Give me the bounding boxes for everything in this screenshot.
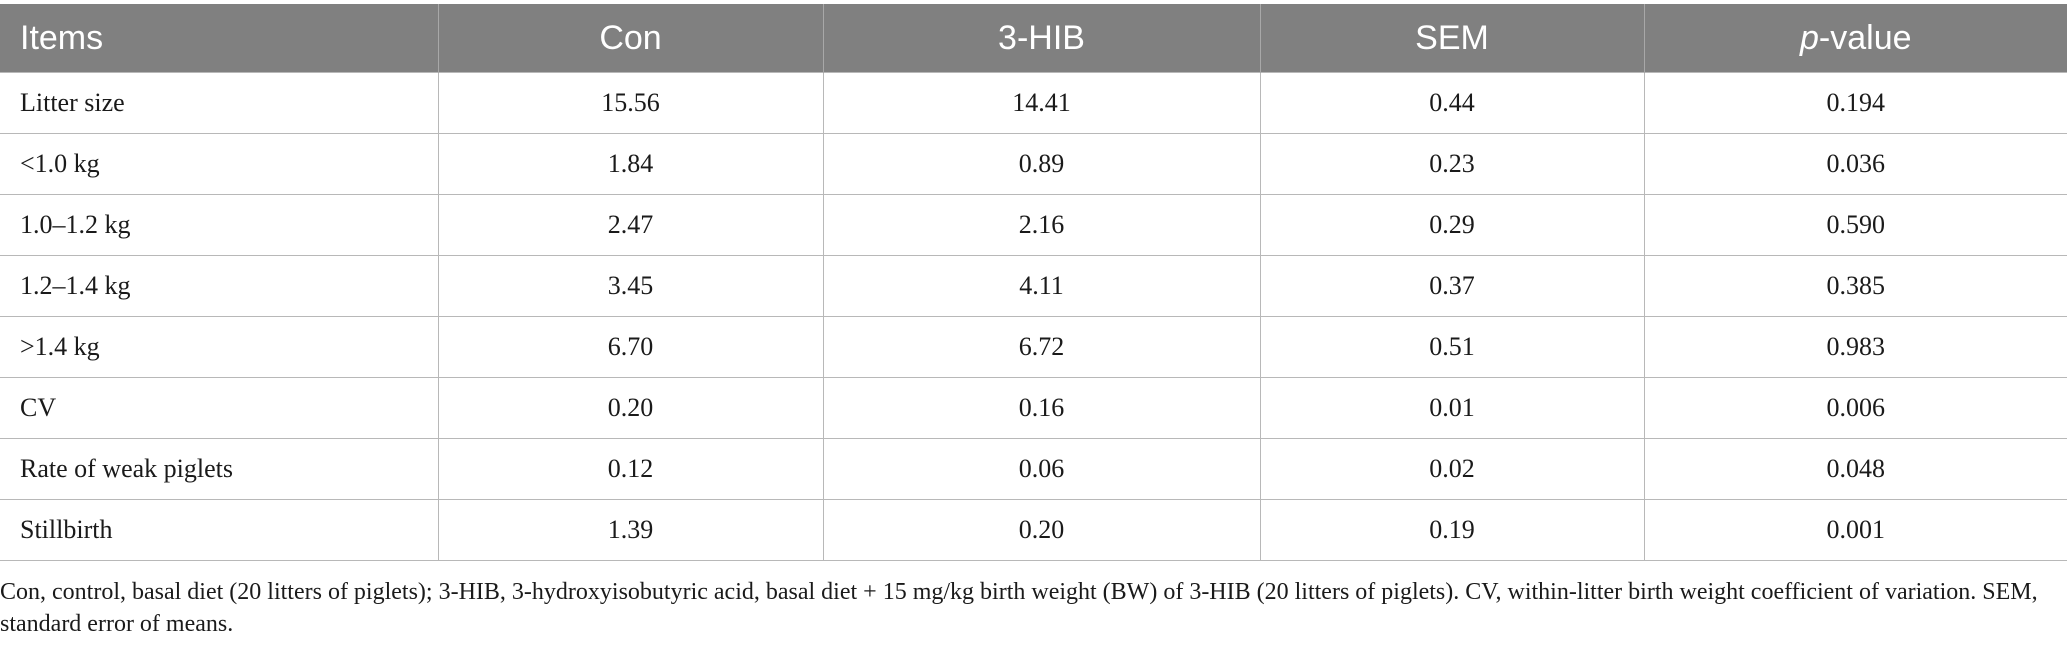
cell-3hib: 0.20 bbox=[823, 499, 1261, 561]
header-p-italic: p bbox=[1799, 18, 1819, 57]
cell-sem: 0.37 bbox=[1260, 255, 1645, 317]
cell-3hib: 0.06 bbox=[823, 438, 1261, 500]
cell-sem: 0.01 bbox=[1260, 377, 1645, 439]
row-label: Rate of weak piglets bbox=[0, 438, 439, 500]
cell-con: 1.39 bbox=[438, 499, 824, 561]
header-p-suffix: -value bbox=[1818, 18, 1912, 57]
cell-sem: 0.19 bbox=[1260, 499, 1645, 561]
cell-con: 6.70 bbox=[438, 316, 824, 378]
cell-3hib: 4.11 bbox=[823, 255, 1261, 317]
cell-p-value: 0.048 bbox=[1644, 438, 2067, 500]
header-row: Items Con 3-HIB SEM p-value bbox=[0, 4, 2067, 73]
row-label: >1.4 kg bbox=[0, 316, 439, 378]
row-label: CV bbox=[0, 377, 439, 439]
cell-sem: 0.51 bbox=[1260, 316, 1645, 378]
cell-sem: 0.29 bbox=[1260, 194, 1645, 256]
cell-sem: 0.44 bbox=[1260, 72, 1645, 134]
table-row: 1.0–1.2 kg 2.47 2.16 0.29 0.590 bbox=[0, 194, 2067, 256]
header-3hib: 3-HIB bbox=[823, 4, 1261, 73]
cell-p-value: 0.194 bbox=[1644, 72, 2067, 134]
cell-3hib: 2.16 bbox=[823, 194, 1261, 256]
table-row: 1.2–1.4 kg 3.45 4.11 0.37 0.385 bbox=[0, 255, 2067, 317]
cell-con: 0.12 bbox=[438, 438, 824, 500]
cell-sem: 0.02 bbox=[1260, 438, 1645, 500]
cell-3hib: 14.41 bbox=[823, 72, 1261, 134]
cell-3hib: 0.16 bbox=[823, 377, 1261, 439]
cell-p-value: 0.006 bbox=[1644, 377, 2067, 439]
table-header: Items Con 3-HIB SEM p-value bbox=[0, 4, 2067, 73]
row-label: 1.2–1.4 kg bbox=[0, 255, 439, 317]
data-table: Items Con 3-HIB SEM p-value Litter size … bbox=[0, 4, 2067, 561]
cell-sem: 0.23 bbox=[1260, 133, 1645, 195]
cell-3hib: 6.72 bbox=[823, 316, 1261, 378]
header-items: Items bbox=[0, 4, 439, 73]
row-label: 1.0–1.2 kg bbox=[0, 194, 439, 256]
row-label: Stillbirth bbox=[0, 499, 439, 561]
cell-con: 0.20 bbox=[438, 377, 824, 439]
table-row: CV 0.20 0.16 0.01 0.006 bbox=[0, 377, 2067, 439]
table-row: >1.4 kg 6.70 6.72 0.51 0.983 bbox=[0, 316, 2067, 378]
table-row: Stillbirth 1.39 0.20 0.19 0.001 bbox=[0, 499, 2067, 561]
row-label: Litter size bbox=[0, 72, 439, 134]
table-row: <1.0 kg 1.84 0.89 0.23 0.036 bbox=[0, 133, 2067, 195]
table-footnote: Con, control, basal diet (20 litters of … bbox=[0, 579, 2038, 637]
table-row: Litter size 15.56 14.41 0.44 0.194 bbox=[0, 72, 2067, 134]
cell-con: 15.56 bbox=[438, 72, 824, 134]
cell-3hib: 0.89 bbox=[823, 133, 1261, 195]
table-body: Litter size 15.56 14.41 0.44 0.194 <1.0 … bbox=[0, 72, 2067, 561]
data-table-container: Items Con 3-HIB SEM p-value Litter size … bbox=[0, 4, 2067, 561]
cell-con: 3.45 bbox=[438, 255, 824, 317]
row-label: <1.0 kg bbox=[0, 133, 439, 195]
cell-p-value: 0.983 bbox=[1644, 316, 2067, 378]
cell-con: 2.47 bbox=[438, 194, 824, 256]
header-sem: SEM bbox=[1260, 4, 1645, 73]
header-con: Con bbox=[438, 4, 824, 73]
cell-p-value: 0.385 bbox=[1644, 255, 2067, 317]
header-p-value: p-value bbox=[1644, 4, 2067, 73]
cell-p-value: 0.590 bbox=[1644, 194, 2067, 256]
cell-p-value: 0.036 bbox=[1644, 133, 2067, 195]
table-row: Rate of weak piglets 0.12 0.06 0.02 0.04… bbox=[0, 438, 2067, 500]
cell-con: 1.84 bbox=[438, 133, 824, 195]
cell-p-value: 0.001 bbox=[1644, 499, 2067, 561]
